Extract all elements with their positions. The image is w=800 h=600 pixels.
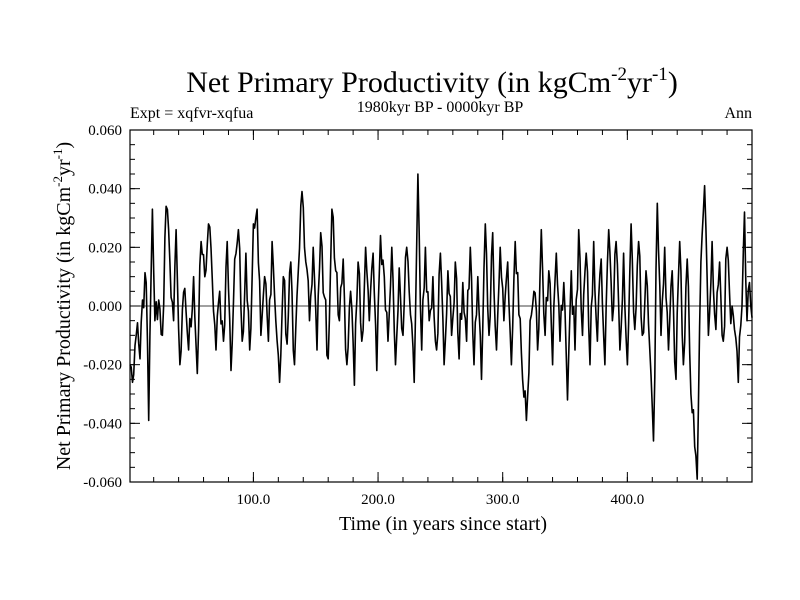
y-tick-label: -0.040 xyxy=(83,416,122,432)
y-axis-label: Net Primary Productivity (in kgCm-2yr-1) xyxy=(50,142,75,470)
plot-frame xyxy=(129,129,753,483)
x-axis-label: Time (in years since start) xyxy=(339,513,547,535)
y-tick-label: 0.040 xyxy=(88,182,122,198)
y-tick-label: 0.000 xyxy=(88,299,122,315)
x-tick-label: 300.0 xyxy=(486,492,520,508)
subtitle-experiment: Expt = xqfvr-xqfua xyxy=(130,105,253,122)
npp-series-line xyxy=(129,173,753,480)
x-tick-label: 400.0 xyxy=(610,492,644,508)
chart-title: Net Primary Productivity (in kgCm-2yr-1) xyxy=(186,64,678,99)
x-tick-label: 100.0 xyxy=(237,492,271,508)
axis-tick-labels: -0.060 -0.040 -0.020 0.000 0.020 0.040 0.060 10… xyxy=(83,123,644,508)
subtitle-annual: Ann xyxy=(724,105,752,122)
y-tick-label: 0.060 xyxy=(88,123,122,139)
subtitle-period: 1980kyr BP - 0000kyr BP xyxy=(357,99,524,116)
x-tick-label: 200.0 xyxy=(361,492,395,508)
y-tick-label: -0.060 xyxy=(83,475,122,491)
y-tick-label: -0.020 xyxy=(83,358,122,374)
y-tick-label: 0.020 xyxy=(88,240,122,256)
